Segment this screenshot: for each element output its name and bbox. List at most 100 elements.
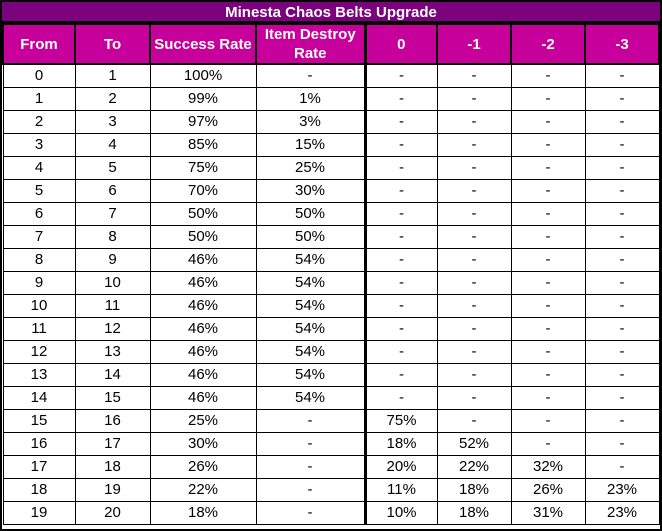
table-row: 5 6 70% 30% - - - - <box>2 179 660 203</box>
cell: - <box>584 110 660 134</box>
column-header-from: From <box>2 23 76 65</box>
cell: - <box>510 179 586 203</box>
cell: 54% <box>255 386 366 410</box>
cell: 70% <box>149 179 257 203</box>
cell: - <box>363 363 438 387</box>
cell: - <box>510 248 586 272</box>
cell: 18 <box>2 478 76 502</box>
cell: - <box>510 156 586 180</box>
cell: - <box>510 363 586 387</box>
cell: - <box>584 386 660 410</box>
cell: 10 <box>74 271 151 295</box>
cell: - <box>436 409 512 433</box>
cell: 11 <box>74 294 151 318</box>
cell: - <box>436 386 512 410</box>
cell: - <box>584 87 660 111</box>
column-header-to: To <box>74 23 151 65</box>
cell: 2 <box>74 87 151 111</box>
cell: 6 <box>74 179 151 203</box>
cell: - <box>255 409 366 433</box>
cell: 4 <box>2 156 76 180</box>
cell: 17 <box>74 432 151 456</box>
cell: 15 <box>2 409 76 433</box>
cell: 25% <box>255 156 366 180</box>
table-row: 10 11 46% 54% - - - - <box>2 294 660 318</box>
cell: - <box>363 133 438 157</box>
cell: 7 <box>2 225 76 249</box>
cell: - <box>436 248 512 272</box>
table-row: 2 3 97% 3% - - - - <box>2 110 660 134</box>
cell: 46% <box>149 271 257 295</box>
cell: 32% <box>510 455 586 479</box>
table-row: 15 16 25% -75% - - - <box>2 409 660 433</box>
cell: 50% <box>149 225 257 249</box>
column-header-2: -2 <box>510 23 586 65</box>
cell: 20 <box>74 501 151 525</box>
cell: 22% <box>436 455 512 479</box>
cell: - <box>510 225 586 249</box>
cell: 54% <box>255 294 366 318</box>
cell: - <box>436 340 512 364</box>
cell: - <box>436 133 512 157</box>
cell: 18% <box>436 501 512 525</box>
upgrade-data-table: From To Success Rate Item Destroy Rate 0 -1 -2… <box>2 23 660 525</box>
cell: 46% <box>149 294 257 318</box>
cell: - <box>584 225 660 249</box>
table-row: 6 7 50% 50% - - - - <box>2 202 660 226</box>
cell: - <box>363 248 438 272</box>
cell: - <box>584 63 660 88</box>
cell: 99% <box>149 87 257 111</box>
cell: 20% <box>363 455 438 479</box>
cell: 54% <box>255 248 366 272</box>
cell: 10% <box>363 501 438 525</box>
cell: - <box>584 202 660 226</box>
cell: - <box>255 501 366 525</box>
cell: - <box>363 87 438 111</box>
cell: - <box>510 340 586 364</box>
cell: 22% <box>149 478 257 502</box>
cell: 100% <box>149 63 257 88</box>
cell: 12 <box>2 340 76 364</box>
cell: - <box>255 63 366 88</box>
cell: - <box>436 363 512 387</box>
table-row: 16 17 30% -18% 52% - - <box>2 432 660 456</box>
table-row: 18 19 22% -11% 18% 26% 23% <box>2 478 660 502</box>
cell: 3 <box>2 133 76 157</box>
cell: 3% <box>255 110 366 134</box>
cell: - <box>584 455 660 479</box>
table-row: 9 10 46% 54% - - - - <box>2 271 660 295</box>
column-header-1: -1 <box>436 23 512 65</box>
cell: - <box>363 271 438 295</box>
cell: 14 <box>74 363 151 387</box>
table-row: 0 1 100% - - - - - <box>2 63 660 88</box>
cell: 31% <box>510 501 586 525</box>
cell: 8 <box>74 225 151 249</box>
table-row: 11 12 46% 54% - - - - <box>2 317 660 341</box>
cell: - <box>363 294 438 318</box>
column-header-success-rate: Success Rate <box>149 23 257 65</box>
table-row: 19 20 18% -10% 18% 31% 23% <box>2 501 660 525</box>
cell: 50% <box>255 225 366 249</box>
cell: 5 <box>74 156 151 180</box>
cell: - <box>584 271 660 295</box>
cell: 2 <box>2 110 76 134</box>
cell: - <box>584 294 660 318</box>
cell: 46% <box>149 386 257 410</box>
cell: 16 <box>74 409 151 433</box>
cell: - <box>510 87 586 111</box>
cell: 1 <box>2 87 76 111</box>
cell: 75% <box>363 409 438 433</box>
cell: 13 <box>74 340 151 364</box>
cell: 1% <box>255 87 366 111</box>
cell: 0 <box>2 63 76 88</box>
cell: 1 <box>74 63 151 88</box>
cell: - <box>436 317 512 341</box>
cell: 18 <box>74 455 151 479</box>
cell: - <box>510 63 586 88</box>
cell: 4 <box>74 133 151 157</box>
table-row: 3 4 85% 15% - - - - <box>2 133 660 157</box>
cell: 11 <box>2 317 76 341</box>
cell: - <box>363 225 438 249</box>
cell: - <box>363 63 438 88</box>
